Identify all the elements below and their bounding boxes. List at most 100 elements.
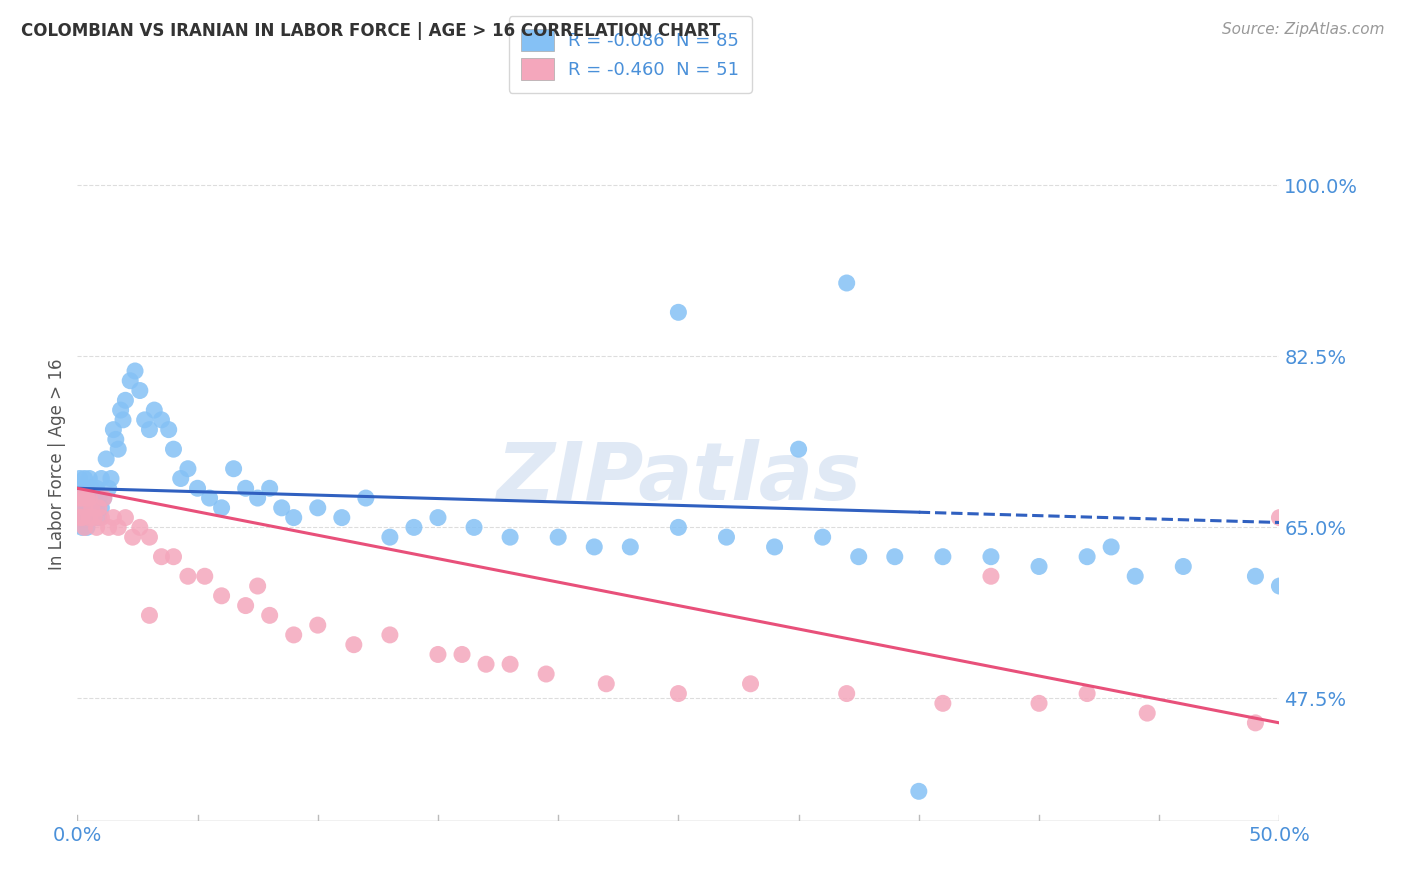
Point <box>1028 696 1050 710</box>
Point <box>283 510 305 524</box>
Point <box>150 549 173 564</box>
Point <box>668 305 690 319</box>
Point <box>787 442 810 457</box>
Point <box>378 530 401 544</box>
Point <box>1268 579 1291 593</box>
Point <box>451 648 474 662</box>
Point <box>848 549 870 564</box>
Point <box>162 549 184 564</box>
Point <box>70 481 93 495</box>
Legend: R = -0.086  N = 85, R = -0.460  N = 51: R = -0.086 N = 85, R = -0.460 N = 51 <box>509 16 752 93</box>
Point <box>69 510 91 524</box>
Point <box>79 510 101 524</box>
Point <box>1123 569 1146 583</box>
Point <box>134 413 156 427</box>
Point <box>87 500 110 515</box>
Point <box>547 530 569 544</box>
Text: ZIPatlas: ZIPatlas <box>496 439 860 517</box>
Point <box>69 491 91 505</box>
Point <box>114 393 136 408</box>
Point <box>883 549 905 564</box>
Point <box>534 667 557 681</box>
Point <box>475 657 498 672</box>
Point <box>124 364 146 378</box>
Point <box>79 491 101 505</box>
Point <box>619 540 641 554</box>
Point <box>97 520 120 534</box>
Point <box>73 520 96 534</box>
Point <box>402 520 425 534</box>
Point <box>114 510 136 524</box>
Point <box>87 510 110 524</box>
Point <box>86 500 108 515</box>
Point <box>198 491 221 505</box>
Point <box>80 500 103 515</box>
Point <box>97 481 120 495</box>
Point <box>1173 559 1195 574</box>
Point <box>1244 569 1267 583</box>
Point <box>143 403 166 417</box>
Point <box>980 569 1002 583</box>
Point <box>378 628 401 642</box>
Point <box>150 413 173 427</box>
Point <box>283 628 305 642</box>
Point <box>307 500 329 515</box>
Point <box>811 530 834 544</box>
Text: COLOMBIAN VS IRANIAN IN LABOR FORCE | AGE > 16 CORRELATION CHART: COLOMBIAN VS IRANIAN IN LABOR FORCE | AG… <box>21 22 720 40</box>
Point <box>86 481 108 495</box>
Point <box>1136 706 1159 720</box>
Point <box>86 520 108 534</box>
Point <box>96 452 118 467</box>
Point <box>104 433 127 447</box>
Point <box>90 510 112 524</box>
Point <box>1076 687 1098 701</box>
Point <box>128 520 150 534</box>
Point <box>103 510 125 524</box>
Point <box>110 403 132 417</box>
Point <box>121 530 143 544</box>
Point <box>908 784 931 798</box>
Point <box>70 510 93 524</box>
Point <box>90 500 112 515</box>
Point <box>354 491 377 505</box>
Point <box>79 510 101 524</box>
Point <box>270 500 292 515</box>
Point <box>740 677 762 691</box>
Point <box>76 500 98 515</box>
Y-axis label: In Labor Force | Age > 16: In Labor Force | Age > 16 <box>48 358 66 570</box>
Point <box>76 491 98 505</box>
Point <box>120 374 142 388</box>
Point <box>835 687 858 701</box>
Point <box>70 520 93 534</box>
Point <box>307 618 329 632</box>
Point <box>76 520 98 534</box>
Point <box>668 687 690 701</box>
Point <box>246 579 269 593</box>
Point <box>138 423 160 437</box>
Point <box>222 461 245 475</box>
Point <box>70 500 93 515</box>
Point <box>259 481 281 495</box>
Point <box>1268 510 1291 524</box>
Point <box>87 491 110 505</box>
Point <box>835 276 858 290</box>
Point <box>235 481 257 495</box>
Point <box>138 530 160 544</box>
Point <box>107 520 129 534</box>
Point <box>211 500 233 515</box>
Text: Source: ZipAtlas.com: Source: ZipAtlas.com <box>1222 22 1385 37</box>
Point <box>103 423 125 437</box>
Point <box>932 696 955 710</box>
Point <box>1076 549 1098 564</box>
Point <box>100 471 122 485</box>
Point <box>73 500 96 515</box>
Point <box>90 471 112 485</box>
Point <box>162 442 184 457</box>
Point <box>427 648 450 662</box>
Point <box>70 491 93 505</box>
Point <box>1028 559 1050 574</box>
Point <box>83 510 105 524</box>
Point <box>83 510 105 524</box>
Point <box>932 549 955 564</box>
Point <box>330 510 353 524</box>
